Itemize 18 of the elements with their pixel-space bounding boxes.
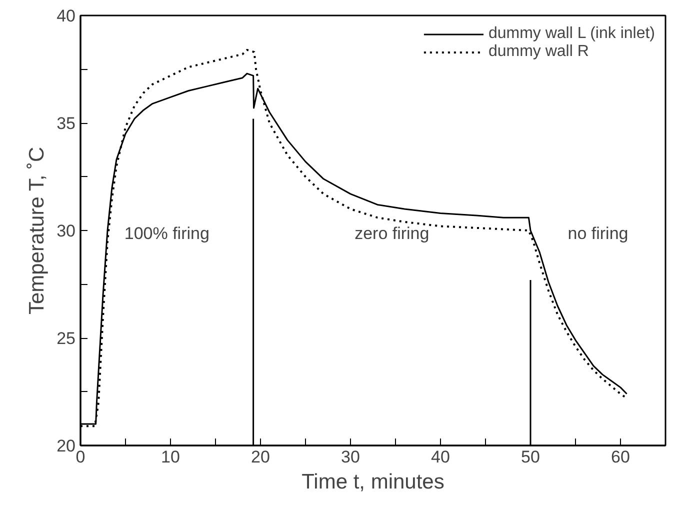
- annotation: no firing: [568, 224, 628, 243]
- y-tick-label: 25: [56, 329, 76, 348]
- x-tick-label: 30: [341, 448, 360, 466]
- x-tick-label: 50: [521, 448, 540, 466]
- x-tick-label: 60: [611, 448, 630, 466]
- x-tick-label: 20: [251, 448, 270, 466]
- x-tick-label: 40: [431, 448, 450, 466]
- legend-label: dummy wall L (ink inlet): [488, 25, 655, 43]
- y-tick-label: 35: [56, 114, 76, 133]
- x-tick-label: 10: [161, 448, 180, 466]
- x-tick-label: 0: [76, 448, 86, 466]
- y-tick-label: 30: [56, 222, 76, 240]
- y-tick-label: 40: [56, 6, 76, 26]
- x-axis-title: Time t, minutes: [302, 470, 444, 494]
- legend-label: dummy wall R: [488, 43, 589, 61]
- annotation: zero firing: [354, 224, 430, 243]
- y-axis-title: Temperature T, ˚C: [26, 146, 49, 315]
- annotation: 100% firing: [124, 224, 210, 243]
